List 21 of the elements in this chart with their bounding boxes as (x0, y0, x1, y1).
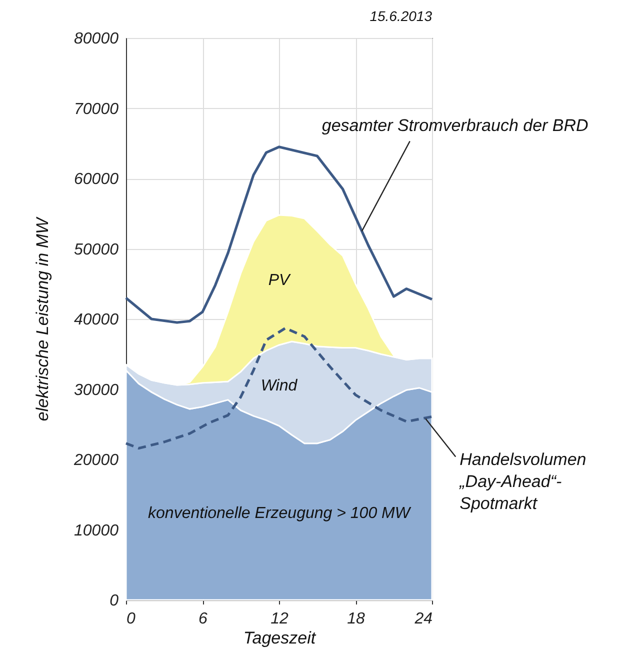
annotation: gesamter Stromverbrauch der BRD (322, 116, 588, 136)
x-tick-label: 18 (347, 610, 365, 628)
y-tick-label: 50000 (74, 241, 119, 258)
y-tick-label: 30000 (74, 382, 119, 399)
y-tick-label: 70000 (74, 100, 119, 118)
y-axis-title: elektrische Leistung in MW (33, 216, 52, 422)
x-tick-label: 0 (126, 610, 136, 628)
y-tick-label: 60000 (74, 171, 119, 188)
y-tick-label: 10000 (74, 522, 119, 540)
annotation: Handelsvolumen „Day-Ahead“-Spotmarkt (458, 450, 586, 513)
x-axis-title: Tageszeit (243, 628, 317, 648)
x-tick-label: 12 (270, 610, 288, 628)
line-series (124, 146, 434, 324)
chart-title: 15.6.2013 (370, 8, 432, 24)
y-tick-label: 80000 (74, 30, 119, 48)
y-tick-label: 0 (110, 592, 119, 610)
y-tick-label: 20000 (73, 452, 119, 469)
series-label: PV (268, 272, 291, 290)
x-tick-label: 6 (198, 610, 208, 628)
x-tick-label: 24 (414, 610, 433, 628)
y-tick-label: 40000 (74, 312, 119, 328)
